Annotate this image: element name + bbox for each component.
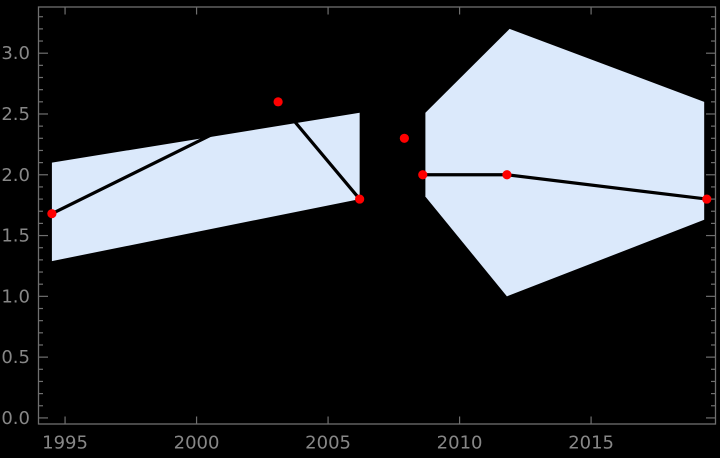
x-tick-label: 2000 (174, 433, 220, 454)
data-point (273, 97, 283, 107)
plot-frame (37, 6, 717, 425)
x-tick-label: 2010 (437, 433, 483, 454)
data-point (702, 194, 712, 204)
data-point (355, 194, 365, 204)
tick-marks (38, 7, 716, 424)
data-point (502, 170, 512, 180)
uncertainty-band-early (51, 112, 360, 262)
data-point (47, 209, 57, 219)
tick-labels: 1995 2000 2005 2010 2015 0.0 0.5 1.0 1.5 2.0 2.5 3.… (1, 43, 614, 453)
y-tick-label: 0.5 (1, 347, 30, 368)
uncertainty-band-late (425, 28, 705, 297)
y-tick-label: 2.5 (1, 104, 30, 125)
y-tick-label: 2.0 (1, 165, 30, 186)
y-tick-label: 0.0 (1, 408, 30, 429)
x-tick-label: 2015 (568, 433, 614, 454)
data-point (399, 133, 409, 143)
y-tick-label: 1.0 (1, 286, 30, 307)
x-tick-label: 1995 (42, 433, 88, 454)
x-tick-label: 2005 (305, 433, 351, 454)
y-tick-label: 3.0 (1, 43, 30, 64)
data-point (418, 170, 428, 180)
y-tick-label: 1.5 (1, 226, 30, 247)
